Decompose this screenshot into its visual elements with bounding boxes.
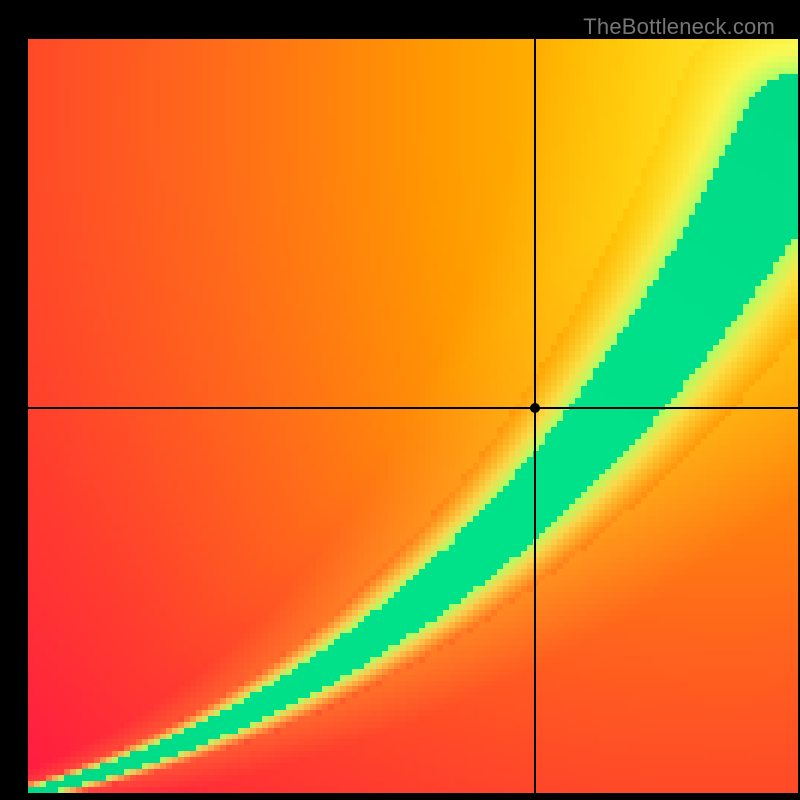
crosshair-horizontal xyxy=(28,407,798,409)
chart-frame: TheBottleneck.com xyxy=(13,7,787,793)
crosshair-dot xyxy=(530,403,540,413)
crosshair-vertical xyxy=(534,39,536,793)
watermark-text: TheBottleneck.com xyxy=(583,14,775,40)
heatmap-canvas xyxy=(28,39,798,793)
heatmap-plot xyxy=(28,39,798,793)
